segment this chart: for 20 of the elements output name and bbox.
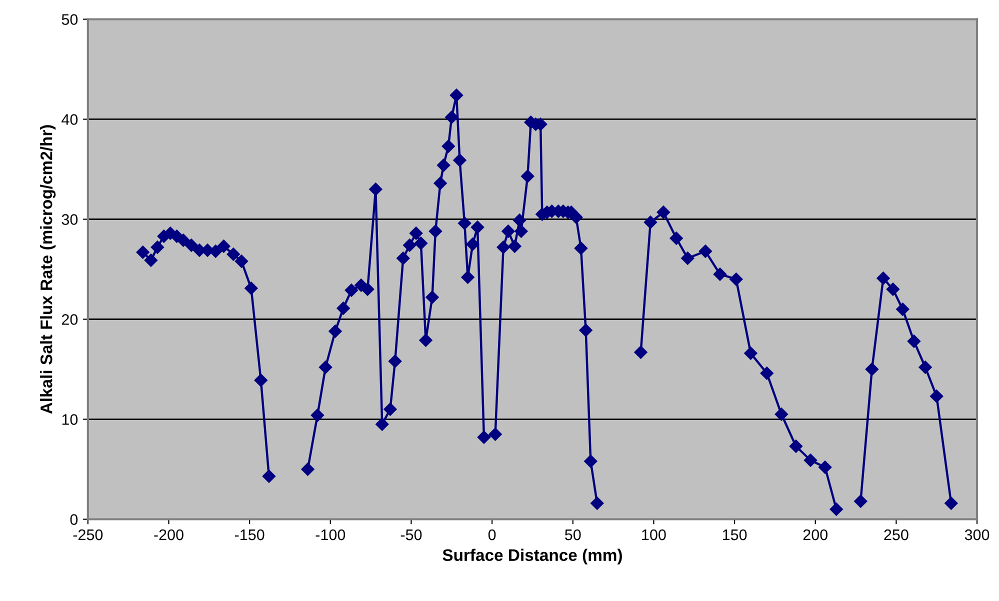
x-tick-label: 200 <box>803 529 828 540</box>
y-tick-label: 50 <box>62 14 78 25</box>
x-tick-label: -150 <box>234 529 264 540</box>
x-tick-label: 300 <box>964 529 990 540</box>
x-tick-label: 0 <box>488 529 496 540</box>
y-tick-label: 40 <box>62 114 78 125</box>
x-tick-label: -100 <box>316 529 346 540</box>
x-axis-title: Surface Distance (mm) <box>442 548 622 564</box>
x-tick-label: 50 <box>564 529 581 540</box>
x-tick-label: -200 <box>154 529 184 540</box>
y-tick-label: 10 <box>62 414 78 425</box>
x-tick-label: 150 <box>722 529 747 540</box>
y-tick-label: 20 <box>62 314 78 325</box>
x-tick-label: -50 <box>400 529 422 540</box>
y-tick-label: 30 <box>62 214 78 225</box>
x-tick-label: -250 <box>73 529 103 540</box>
y-tick-label: 0 <box>70 514 78 525</box>
x-tick-label: 100 <box>642 529 666 540</box>
x-tick-label: 250 <box>884 529 908 540</box>
y-axis-title: Alkali Salt Flux Rate (microg/cm2/hr) <box>40 125 56 414</box>
